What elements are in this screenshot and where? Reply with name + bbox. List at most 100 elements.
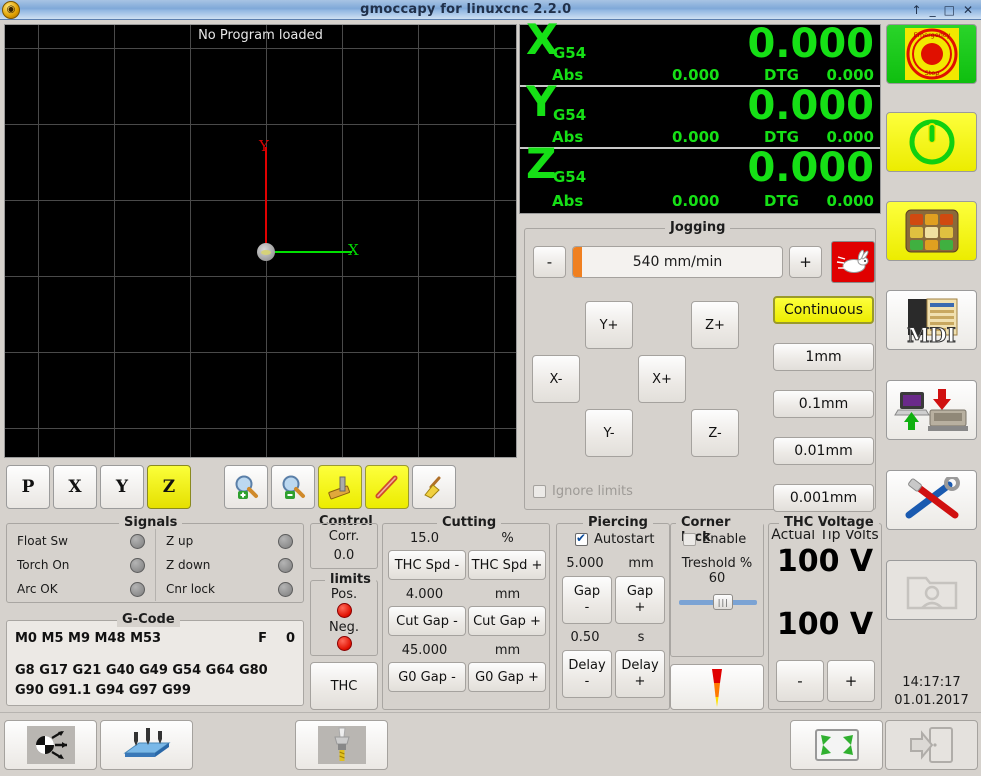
pierce-delay-minus-button[interactable]: Delay - <box>562 650 612 698</box>
rabbit-icon <box>836 249 869 273</box>
jog-increment-0.1mm[interactable]: 0.1mm <box>773 390 874 418</box>
thc-speed-minus-button[interactable]: THC Spd - <box>388 550 466 580</box>
ignore-limits-row[interactable]: Ignore limits <box>533 484 633 499</box>
jog-speed-slider[interactable]: 540 mm/min <box>572 246 783 278</box>
manual-mode-button[interactable] <box>886 201 977 261</box>
dro-abs-value: 0.000 <box>672 128 720 146</box>
jog-speed-decrease-button[interactable]: - <box>533 246 566 278</box>
window-controls: ↑ _ □ ✕ <box>912 4 973 16</box>
jog-y-minus-button[interactable]: Y- <box>585 409 633 457</box>
view-z-button[interactable]: Z <box>147 465 191 509</box>
signals-column-right: Z up Z down Cnr lock <box>155 529 303 601</box>
threshold-value: 60 <box>708 571 726 586</box>
machine-power-button[interactable] <box>886 112 977 172</box>
piercing-frame: Piercing Autostart 5.000 mm Gap - Gap + … <box>556 515 670 710</box>
exit-button[interactable] <box>885 720 978 770</box>
ontop-icon[interactable]: ↑ <box>911 2 922 17</box>
correction-label: Corr. <box>328 529 360 544</box>
settings-button[interactable] <box>886 470 977 530</box>
bottom-tabbar <box>0 712 981 776</box>
dro-axis-y[interactable]: Y G54 0.000 Abs 0.000 DTG 0.000 <box>520 81 880 149</box>
jog-increment-continuous[interactable]: Continuous <box>773 296 874 324</box>
dro-axis-z[interactable]: Z G54 0.000 Abs 0.000 DTG 0.000 <box>520 143 880 211</box>
view-z-label: Z <box>162 477 176 497</box>
user-tabs-button[interactable] <box>886 560 977 620</box>
control-title: Control <box>314 514 378 529</box>
signal-row: Torch On <box>7 553 155 577</box>
thc-voltage-minus-button[interactable]: - <box>776 660 824 702</box>
gcode-gcodes-row: G8 G17 G21 G40 G49 G54 G64 G80 G90 G91.1… <box>15 661 295 700</box>
thc-voltage-panel: THC Voltage Actual Tip Volts 100 V 100 V… <box>766 514 884 710</box>
edit-program-button[interactable] <box>365 465 409 509</box>
g0-gap-minus-button[interactable]: G0 Gap - <box>388 662 466 692</box>
maximize-icon[interactable]: □ <box>943 2 955 17</box>
jog-speed-increase-button[interactable]: + <box>789 246 822 278</box>
pierce-delay-plus-button[interactable]: Delay + <box>615 650 665 698</box>
pierce-delay-unit: s <box>637 630 645 645</box>
autostart-row[interactable]: Autostart <box>575 531 655 547</box>
slider-thumb[interactable]: ||| <box>713 594 734 610</box>
auto-mode-button[interactable] <box>886 380 977 440</box>
limit-neg-label: Neg. <box>328 620 360 635</box>
thc-speed-plus-button[interactable]: THC Spd + <box>468 550 546 580</box>
cut-gap-unit: mm <box>494 587 521 602</box>
threshold-slider[interactable]: ||| <box>679 594 757 610</box>
minimize-icon[interactable]: _ <box>929 2 936 17</box>
grid-line <box>494 25 495 457</box>
jog-increment-1mm[interactable]: 1mm <box>773 343 874 371</box>
torch-test-button[interactable] <box>670 664 764 710</box>
autostart-label: Autostart <box>594 532 655 547</box>
corner-lock-enable-checkbox[interactable] <box>683 533 696 546</box>
thc-voltage-plus-button[interactable]: + <box>827 660 875 702</box>
view-p-button[interactable]: P <box>6 465 50 509</box>
jog-x-minus-button[interactable]: X- <box>532 355 580 403</box>
signals-frame: Signals Float Sw Torch On Arc OK <box>6 515 304 603</box>
pierce-gap-plus-button[interactable]: Gap + <box>615 576 665 624</box>
jog-y-plus-button[interactable]: Y+ <box>585 301 633 349</box>
signals-grid: Float Sw Torch On Arc OK Z up <box>7 529 303 601</box>
auto-run-icon <box>893 389 968 431</box>
tool-button[interactable] <box>295 720 388 770</box>
cut-gap-minus-button[interactable]: Cut Gap - <box>388 606 466 636</box>
mdi-mode-button[interactable]: MDI <box>886 290 977 350</box>
dro-axis-x[interactable]: X G54 0.000 Abs 0.000 DTG 0.000 <box>520 19 880 87</box>
dro-abs-value: 0.000 <box>672 192 720 210</box>
g0-gap-unit: mm <box>494 643 521 658</box>
rapid-speed-button[interactable] <box>831 241 875 283</box>
dro-axis-letter: Y <box>526 77 557 126</box>
target-volts-value: 100 V <box>776 607 874 642</box>
jog-keys-icon <box>905 209 958 253</box>
jog-z-plus-button[interactable]: Z+ <box>691 301 739 349</box>
g0-gap-plus-button[interactable]: G0 Gap + <box>468 662 546 692</box>
homing-button[interactable] <box>4 720 97 770</box>
jog-increment-0.01mm[interactable]: 0.01mm <box>773 437 874 465</box>
show-dimensions-button[interactable] <box>318 465 362 509</box>
zoom-out-button[interactable] <box>271 465 315 509</box>
actual-tip-volts-value: 100 V <box>776 544 874 579</box>
fullscreen-button[interactable] <box>790 720 883 770</box>
jog-z-minus-button[interactable]: Z- <box>691 409 739 457</box>
view-y-button[interactable]: Y <box>100 465 144 509</box>
thc-toggle-button[interactable]: THC <box>310 662 378 710</box>
y-axis-label: Y <box>259 137 269 155</box>
corner-lock-enable-row[interactable]: Enable <box>683 532 746 547</box>
grid-line <box>38 25 39 457</box>
dro-position-value: 0.000 <box>747 21 874 67</box>
grid-line <box>342 25 343 457</box>
view-x-label: X <box>68 477 82 497</box>
clear-plot-button[interactable] <box>412 465 456 509</box>
zoom-in-button[interactable] <box>224 465 268 509</box>
thc-speed-row: 15.0 % <box>383 531 549 546</box>
view-x-button[interactable]: X <box>53 465 97 509</box>
clock-date: 01.01.2017 <box>894 692 969 708</box>
pierce-gap-minus-button[interactable]: Gap - <box>562 576 612 624</box>
jog-x-plus-button[interactable]: X+ <box>638 355 686 403</box>
gcode-preview-area[interactable]: No Program loaded X Y <box>4 24 517 458</box>
close-icon[interactable]: ✕ <box>962 2 973 17</box>
ignore-limits-checkbox[interactable] <box>533 485 546 498</box>
jog-increment-0.001mm[interactable]: 0.001mm <box>773 484 874 512</box>
autostart-checkbox[interactable] <box>575 531 588 546</box>
cut-gap-plus-button[interactable]: Cut Gap + <box>468 606 546 636</box>
estop-button[interactable]: Emergency Stop <box>886 24 977 84</box>
touch-off-button[interactable] <box>100 720 193 770</box>
